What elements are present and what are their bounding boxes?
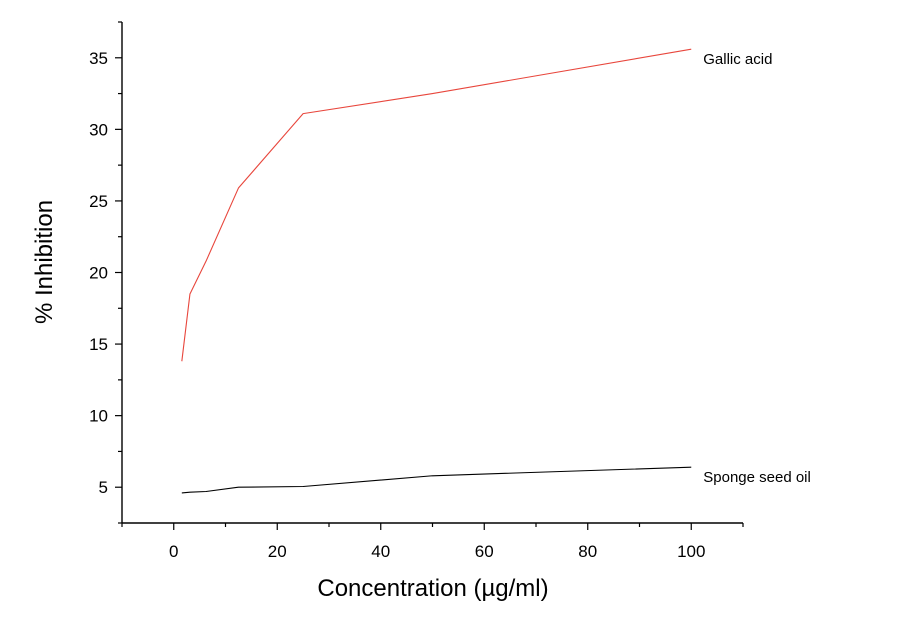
x-tick-label: 80 (578, 542, 597, 561)
x-tick-label: 60 (475, 542, 494, 561)
series-line-sponge-seed-oil (181, 466, 692, 494)
y-tick-label: 5 (99, 478, 108, 497)
series-layer: Gallic acid Sponge seed oil (181, 48, 811, 494)
axes: 0 20 40 60 80 100 5 10 15 20 25 30 35 (89, 21, 744, 561)
x-tick-label: 40 (371, 542, 390, 561)
series-line-gallic-acid (181, 48, 692, 362)
y-axis-title: % Inhibition (31, 200, 58, 324)
x-tick-label: 0 (169, 542, 178, 561)
y-tick-label: 10 (89, 407, 108, 426)
y-tick-label: 35 (89, 49, 108, 68)
series-label-gallic-acid: Gallic acid (703, 51, 772, 68)
y-tick-label: 20 (89, 264, 108, 283)
y-tick-label: 30 (89, 120, 108, 139)
x-axis-title: Concentration (µg/ml) (317, 575, 548, 602)
y-tick-label: 25 (89, 192, 108, 211)
x-tick-label: 20 (268, 542, 287, 561)
x-tick-label: 100 (677, 542, 705, 561)
y-tick-label: 15 (89, 335, 108, 354)
series-label-sponge-seed-oil: Sponge seed oil (703, 469, 811, 486)
